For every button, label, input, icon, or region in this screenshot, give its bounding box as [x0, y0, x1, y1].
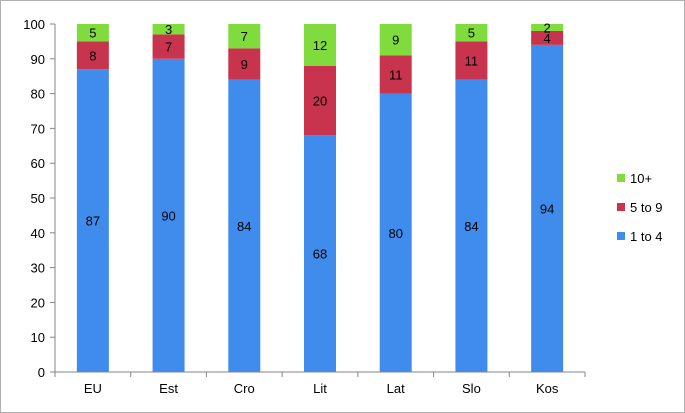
x-tick-label: EU — [84, 381, 102, 396]
y-tick-label: 80 — [31, 87, 45, 102]
data-label: 84 — [464, 219, 478, 234]
data-label: 3 — [165, 22, 172, 37]
legend-label: 1 to 4 — [630, 229, 663, 244]
legend-label: 5 to 9 — [630, 200, 663, 215]
x-tick-label: Lat — [387, 381, 405, 396]
x-tick-label: Kos — [536, 381, 559, 396]
axes-layer: 0 10 20 30 40 50 60 70 80 90 100 EU Est Cro Lit Lat Slo K… — [23, 17, 586, 396]
y-tick-label: 0 — [38, 365, 45, 380]
bars-layer: 87 8 5 90 7 3 84 9 7 68 20 12 80 11 9 84 11 5 94 42 — [76, 20, 564, 373]
legend-swatch — [617, 203, 625, 211]
bar-est-series-0 — [152, 58, 185, 373]
x-tick-label: Slo — [462, 381, 481, 396]
bar-cro-series-1 — [228, 48, 261, 80]
data-label: 80 — [388, 226, 402, 241]
y-tick-label: 10 — [31, 330, 45, 345]
y-tick-label: 60 — [31, 156, 45, 171]
data-label: 7 — [241, 29, 248, 44]
bar-lit-series-1 — [304, 65, 336, 136]
bar-cro-series-2 — [228, 24, 261, 49]
bar-est-series-2 — [152, 24, 185, 35]
data-label: 5 — [468, 26, 475, 41]
y-tick-label: 100 — [23, 17, 45, 32]
data-label: 12 — [313, 38, 327, 53]
y-tick-label: 20 — [31, 295, 45, 310]
data-label: 8 — [89, 48, 96, 63]
data-label: 87 — [86, 214, 100, 229]
bar-lat-series-0 — [379, 93, 412, 372]
data-label: 11 — [465, 54, 479, 69]
data-label: 4 — [544, 31, 551, 46]
bar-slo-series-0 — [455, 79, 488, 373]
bar-est-series-1 — [152, 34, 185, 59]
bar-eu-series-0 — [76, 69, 109, 373]
data-label: 7 — [165, 40, 172, 55]
data-label: 20 — [313, 94, 327, 109]
bar-kos-series-0 — [531, 44, 564, 372]
y-tick-label: 30 — [31, 261, 45, 276]
legend: 10+ 5 to 9 1 to 4 — [617, 171, 663, 244]
data-label: 11 — [389, 67, 403, 82]
data-label: 9 — [392, 33, 399, 48]
y-tick-label: 90 — [31, 52, 45, 67]
bar-lit-series-0 — [304, 135, 336, 372]
data-label: 2 — [544, 20, 551, 35]
bar-slo-series-2 — [455, 24, 488, 42]
bar-lit-series-2 — [304, 24, 336, 66]
x-tick-label: Est — [159, 381, 178, 396]
bar-kos-series-2 — [531, 24, 564, 31]
bar-slo-series-1 — [455, 41, 488, 80]
bar-kos-series-1 — [531, 30, 564, 45]
bar-cro-series-0 — [228, 79, 261, 373]
legend-label: 10+ — [630, 171, 652, 186]
x-tick-label: Cro — [234, 381, 255, 396]
y-tick-label: 50 — [31, 191, 45, 206]
x-tick-label: Lit — [313, 381, 327, 396]
y-tick-label: 70 — [31, 121, 45, 136]
data-label: 5 — [89, 26, 96, 41]
legend-swatch — [617, 174, 625, 182]
bar-eu-series-2 — [76, 24, 109, 42]
bar-eu-series-1 — [76, 41, 109, 70]
legend-swatch — [617, 232, 625, 240]
bar-lat-series-2 — [379, 24, 412, 56]
data-label: 90 — [161, 208, 175, 223]
data-label: 9 — [241, 57, 248, 72]
data-label: 68 — [313, 247, 327, 262]
bar-lat-series-1 — [379, 55, 412, 94]
data-label: 94 — [540, 201, 554, 216]
data-label: 84 — [237, 219, 251, 234]
y-tick-label: 40 — [31, 226, 45, 241]
